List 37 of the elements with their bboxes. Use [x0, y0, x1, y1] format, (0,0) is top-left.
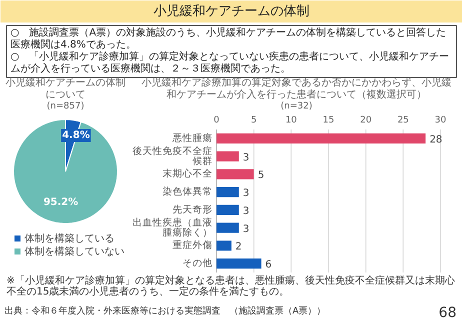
legend-label: 体制を構築している — [24, 232, 114, 244]
y-tick-label: 末期心不全 — [162, 168, 212, 180]
x-tick-label: 10 — [285, 116, 298, 126]
data-label: 3 — [242, 152, 250, 164]
text: ※「小児緩和ケア診療加算」の算定対象となる患者は、悪性腫瘍、後天性免疫不全症候群又は末期心不全の15歳未満の小児患者のうち、一定の条件を満たすもの。 — [6, 274, 455, 298]
y-tick-label: 後天性免疫不全症候群 — [132, 144, 212, 167]
y-tick-label: 重症外傷 — [172, 239, 212, 252]
data-label: 2 — [235, 242, 242, 253]
legend-label: 体制を構築していない — [24, 246, 124, 258]
y-tick-label: 染色体異常 — [162, 186, 212, 198]
x-tick-label: 25 — [397, 116, 409, 126]
chart-title: 小児緩和ケアチームの体制について — [6, 76, 126, 100]
y-tick-label: 悪性腫瘍 — [172, 132, 212, 144]
chart-subtitle: (n=857) — [46, 102, 84, 112]
x-tick-label: 30 — [434, 116, 446, 126]
y-tick-label: 先天奇形 — [172, 203, 212, 216]
data-label: 5 — [258, 170, 264, 182]
data-label: 28 — [430, 134, 442, 146]
x-tick-label: 5 — [250, 116, 257, 126]
chart-subtitle: (n=32) — [280, 102, 312, 112]
source-note: 出典：令和６年度入院・外来医療等における実態調査 （施設調査票（A票）） — [4, 306, 326, 316]
chart-title: 小児緩和ケア診療加算の算定対象であるか否かにかかわらず、小児緩和ケアチームが介入を行った患者について（複数選択可） — [142, 76, 452, 100]
data-label: 3 — [242, 188, 250, 200]
y-tick-label: 出血性疾患（血液腫瘍除く） — [132, 216, 212, 238]
y-tick-label: その他 — [182, 257, 212, 270]
text: 小児緩和ケアチームの体制 — [154, 4, 310, 19]
text: ○ 施設調査票（A票）の対象施設のうち、小児緩和ケアチームの体制を構築していると回答した医療機関は4.8%であった。 — [10, 26, 446, 50]
data-label: 95.2% — [43, 196, 78, 208]
data-label: 3 — [242, 224, 250, 235]
text: 68 — [438, 305, 457, 320]
text: ○ 「小児緩和ケア診療加算」の算定対象となっていない疾患の患者について、小児緩和ケアチームが介入を行っている医療機関は、２～３医療機関であった。 — [10, 50, 450, 74]
x-tick-label: 15 — [322, 116, 334, 126]
x-tick-label: 20 — [360, 116, 372, 126]
data-label: 3 — [242, 206, 250, 217]
x-tick-label: 0 — [214, 116, 220, 126]
data-label: 4.8% — [62, 130, 90, 142]
data-label: 6 — [265, 260, 272, 271]
